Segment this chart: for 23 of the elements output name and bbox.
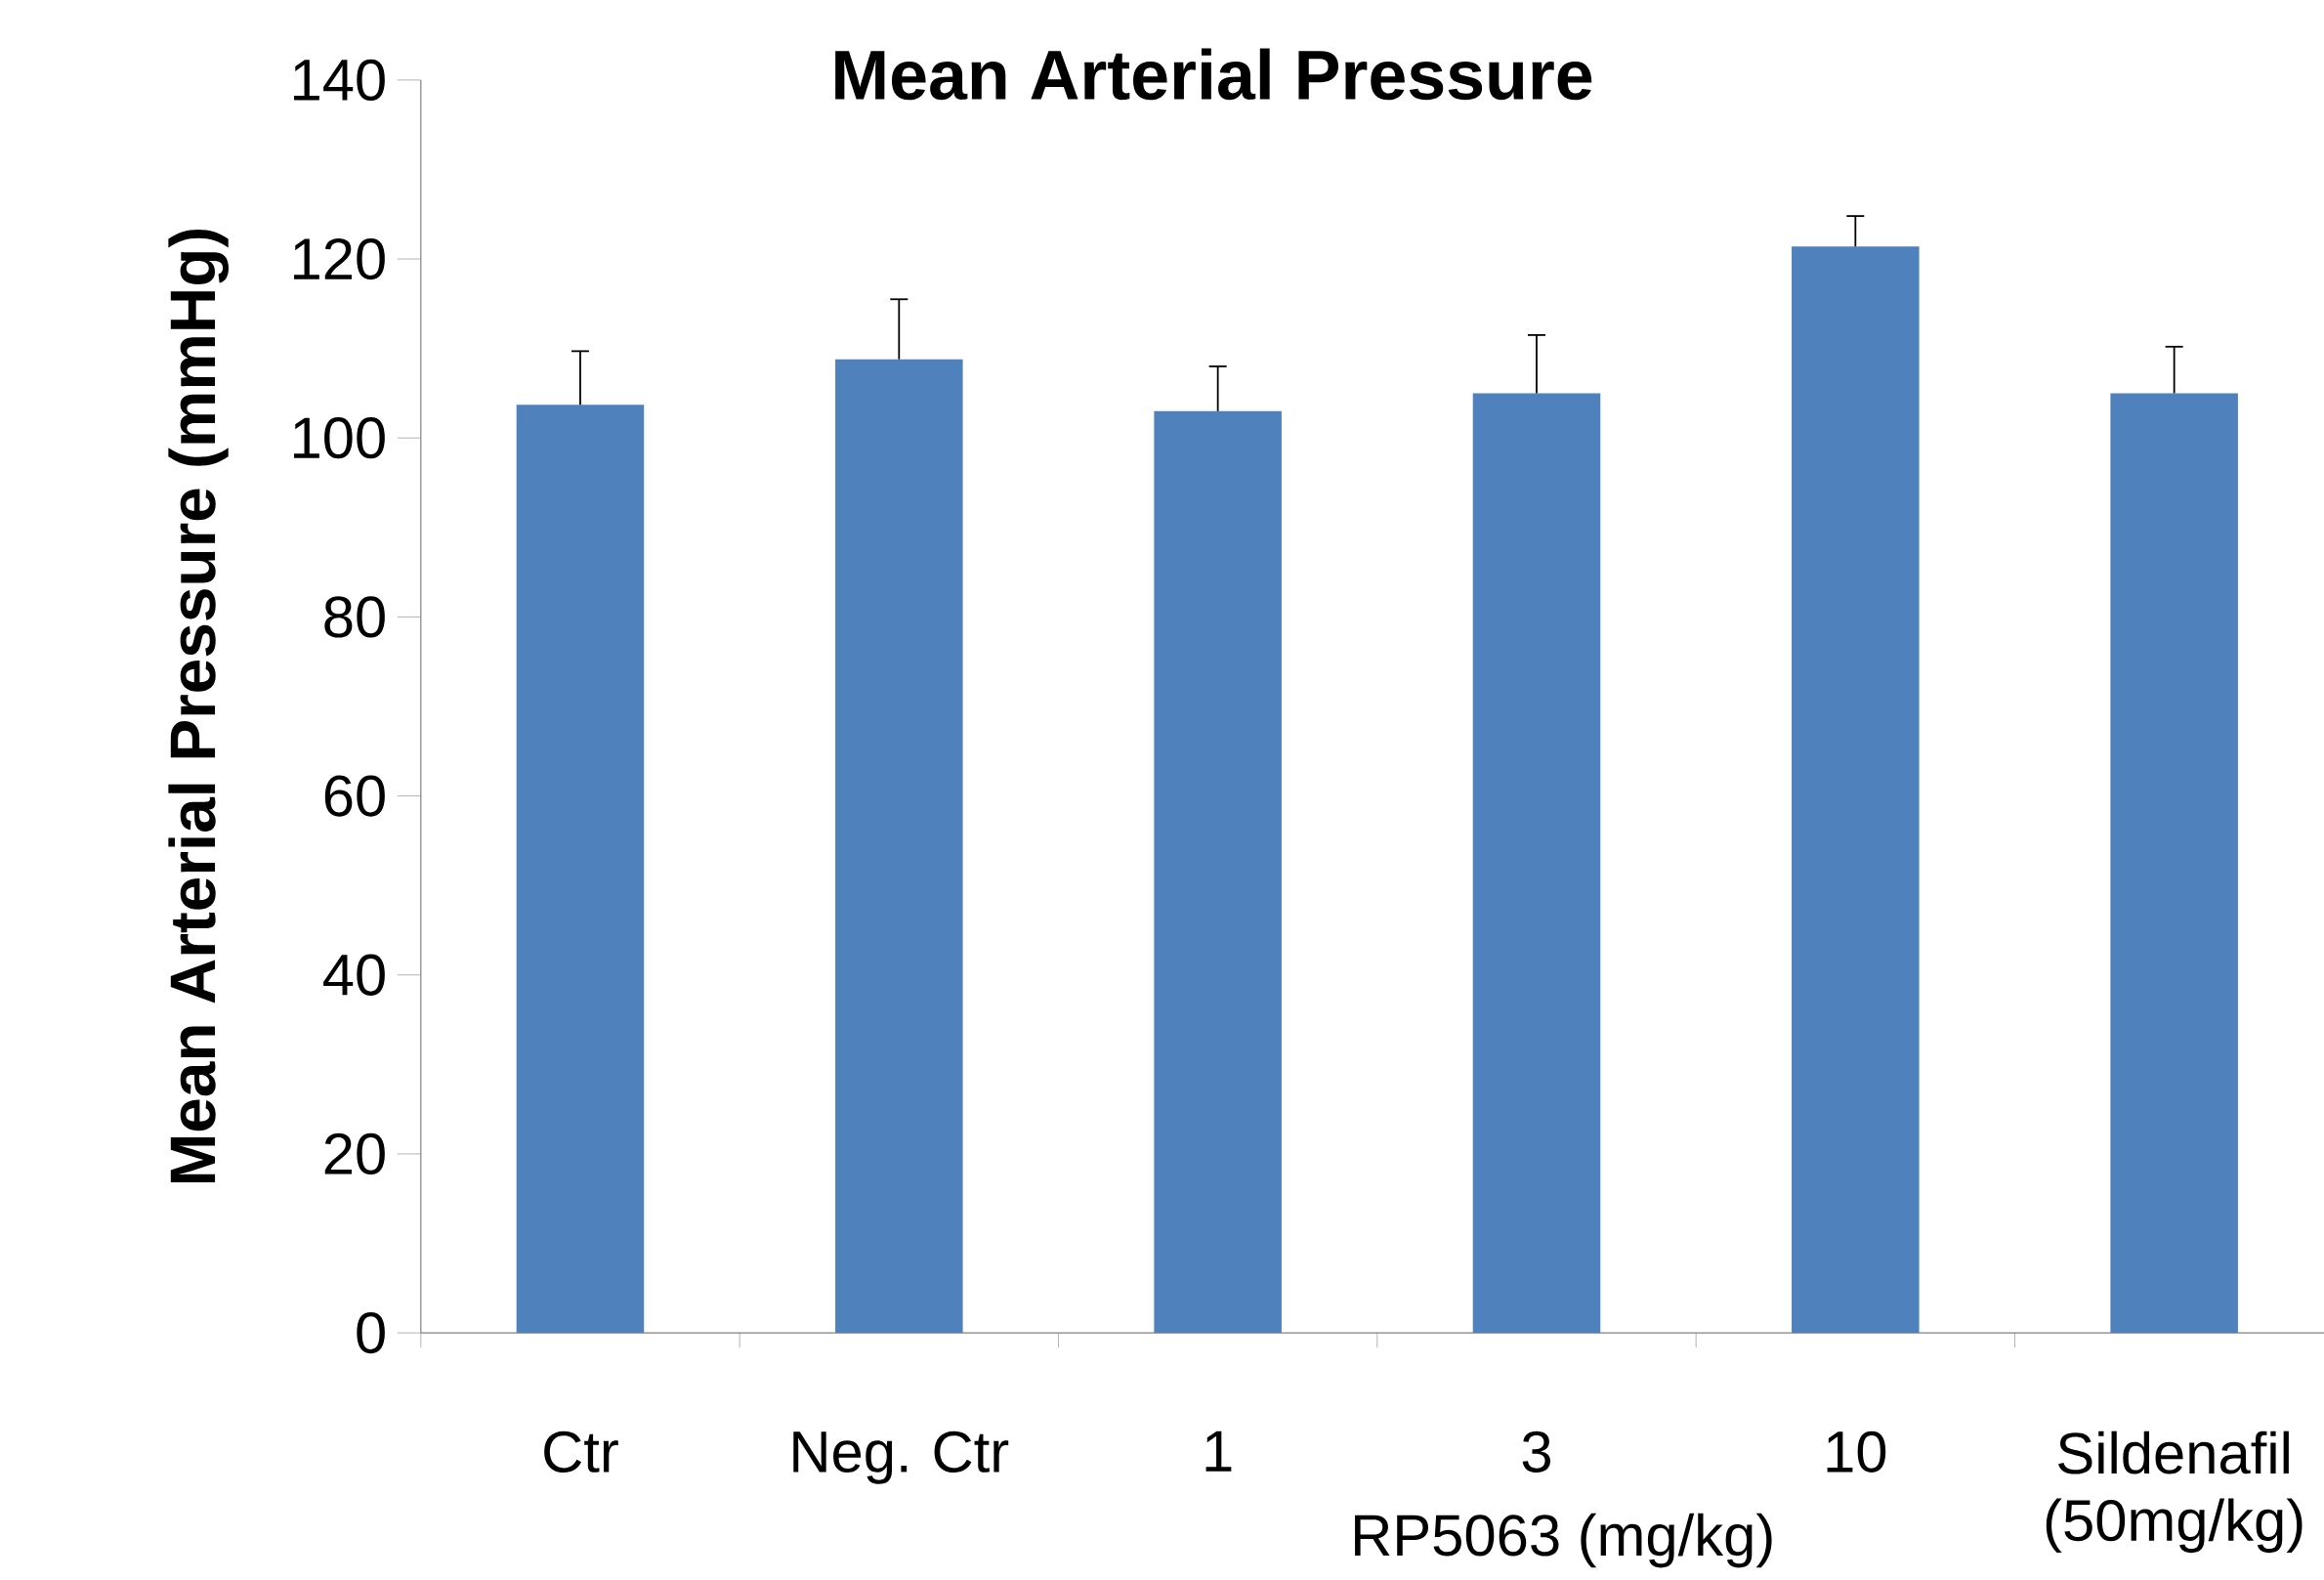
x-tick-label: Neg. Ctr — [793, 1431, 1009, 1484]
y-tick-label: 120 — [294, 237, 385, 280]
bar — [516, 405, 645, 1334]
y-tick-label: 40 — [323, 954, 385, 996]
bar — [2110, 393, 2238, 1334]
y-tick-label: 140 — [294, 59, 385, 102]
x-tick-label: 3 — [1522, 1431, 1550, 1473]
y-tick-label: 100 — [294, 417, 385, 459]
x-tick-label: Ctr — [544, 1431, 618, 1473]
bar — [1472, 393, 1601, 1334]
bar — [1792, 246, 1920, 1334]
bar — [1154, 410, 1282, 1334]
y-tick-label: 20 — [324, 1132, 385, 1175]
x-tick-label: 10 — [1827, 1431, 1886, 1473]
y-tick-label: 60 — [324, 775, 385, 817]
x-tick-label: 1 — [1205, 1431, 1232, 1472]
y-tick-label: 0 — [357, 1311, 385, 1354]
y-axis-title: Mean Arterial Pressure (mmHg) — [168, 229, 229, 1183]
x-tick-label: Sildenafil (50mg/kg) — [2046, 1431, 2303, 1554]
y-tick-label: 80 — [324, 596, 385, 638]
x-axis-title: RP5063 (mg/kg) — [1355, 1513, 1772, 1568]
bar — [835, 359, 963, 1334]
chart-title: Mean Arterial Pressure — [835, 48, 1592, 101]
